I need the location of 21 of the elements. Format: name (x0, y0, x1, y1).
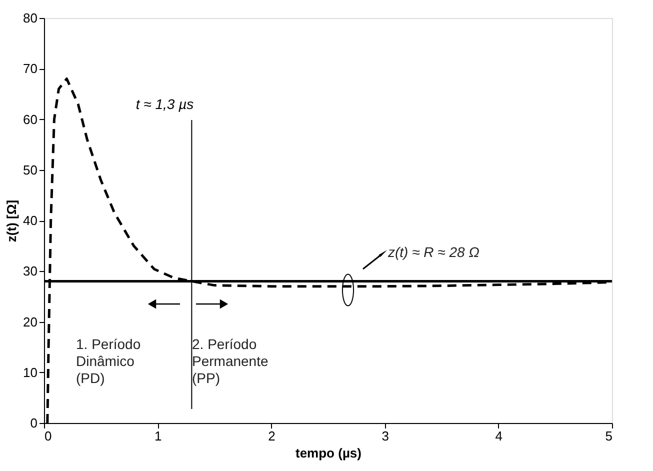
y-tick-label: 40 (23, 213, 38, 228)
y-tick-label: 80 (23, 10, 38, 26)
ref-line-label: t ≈ 1,3 µs (136, 96, 194, 112)
x-tick-label: 4 (495, 428, 503, 444)
annotation: 2. Período Permanente (PP) (192, 336, 268, 386)
y-tick-label: 50 (23, 162, 38, 178)
y-tick-label: 70 (23, 61, 38, 76)
y-tick-label: 30 (23, 264, 38, 279)
x-axis-title: tempo (µs) (296, 446, 362, 460)
y-tick-label: 20 (23, 314, 38, 330)
y-tick-label: 10 (23, 364, 38, 380)
x-tick-label: 5 (605, 428, 612, 444)
annotation: 1. Período Dinâmico (PD) (76, 336, 141, 386)
x-tick-label: 3 (382, 428, 389, 444)
x-tick-label: 1 (154, 428, 162, 444)
y-tick-label: 0 (30, 416, 38, 430)
annotation: z(t) ≈ R ≈ 28 Ω (387, 244, 480, 260)
y-axis-title: z(t) [Ω] (4, 200, 20, 242)
x-tick-label: 0 (44, 428, 52, 444)
x-tick-label: 2 (268, 428, 276, 444)
y-tick-label: 60 (23, 112, 38, 127)
